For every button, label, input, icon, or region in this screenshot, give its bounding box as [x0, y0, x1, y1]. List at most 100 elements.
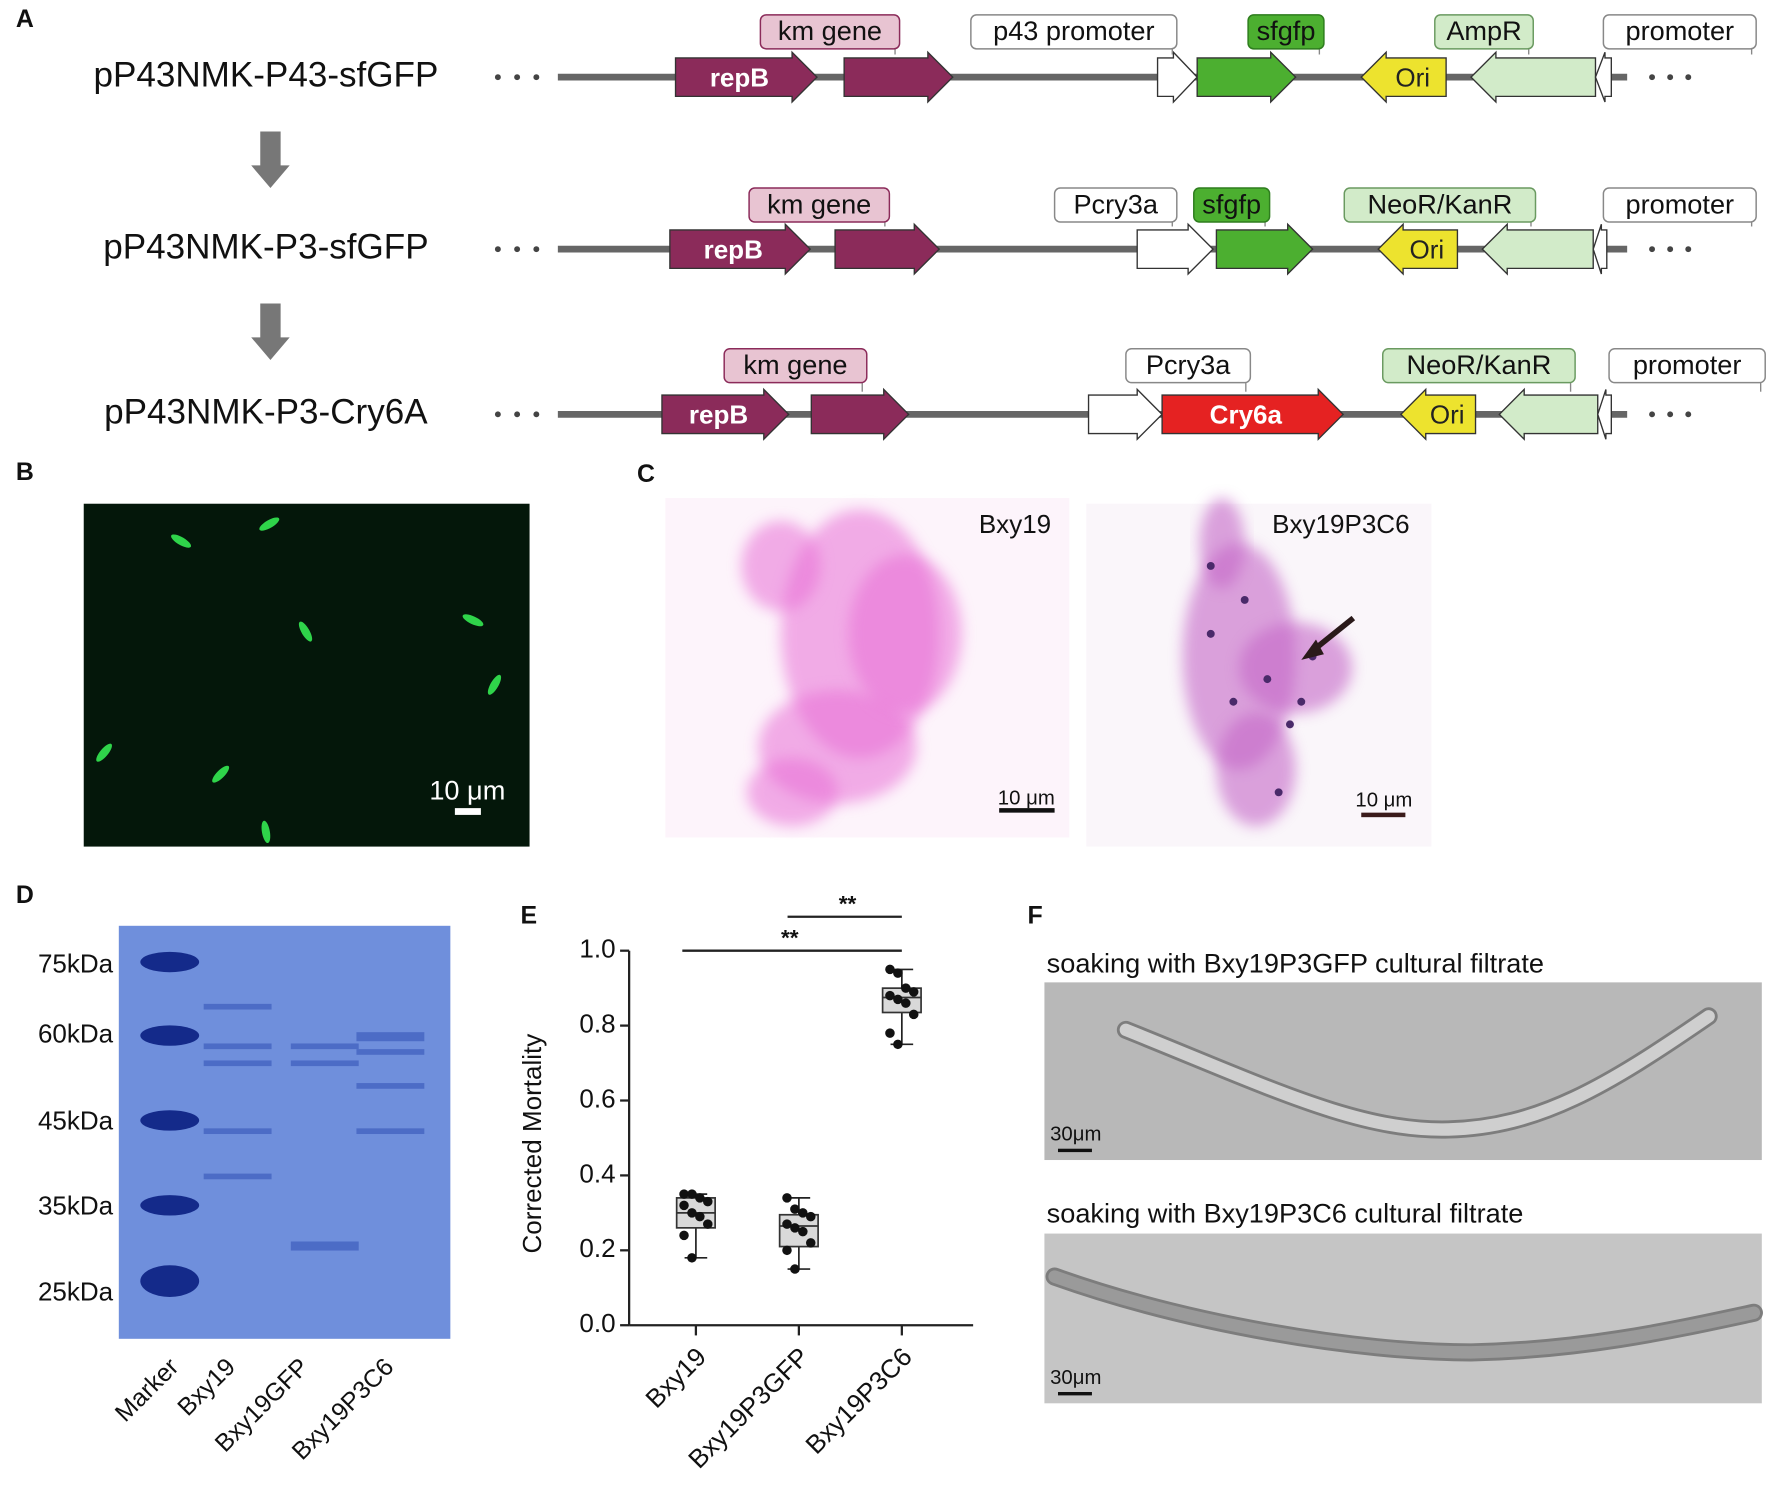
- ellipsis-dot: [1649, 74, 1655, 81]
- feature-label: km gene: [778, 15, 882, 46]
- arrow-label: Ori: [1430, 399, 1465, 429]
- data-point: [695, 1211, 705, 1222]
- ellipsis-dot: [494, 74, 501, 81]
- crystal: [1286, 720, 1294, 729]
- sample-band: [203, 1003, 272, 1010]
- feature-label: Pcry3a: [1146, 349, 1231, 380]
- data-point: [703, 1196, 713, 1207]
- gene-arrow: [1470, 50, 1597, 104]
- data-point: [687, 1253, 697, 1263]
- marker-band: [140, 1265, 200, 1297]
- panel-label: F: [1027, 901, 1042, 929]
- gene-arrow: [669, 222, 812, 276]
- label-box: [1053, 187, 1178, 223]
- down-arrow: [251, 303, 290, 361]
- data-point: [893, 1039, 903, 1050]
- ellipsis-dot: [533, 74, 540, 81]
- gene-arrow: [1360, 50, 1447, 104]
- data-point: [687, 1189, 697, 1199]
- cell: [298, 621, 313, 642]
- stain-blob: [1216, 713, 1296, 827]
- gene-arrow: [1498, 387, 1599, 441]
- fluorescence-image: [83, 503, 530, 847]
- feature-label: NeoR/KanR: [1407, 349, 1552, 380]
- construct-name: pP43NMK-P3-Cry6A: [104, 393, 428, 432]
- data-point: [798, 1208, 808, 1218]
- worm-body: [1048, 1270, 1761, 1359]
- feature-label: Pcry3a: [1073, 188, 1158, 219]
- feature-label: AmpR: [1446, 15, 1521, 46]
- cell: [261, 820, 271, 844]
- marker-band: [140, 1025, 200, 1046]
- marker-band: [140, 1110, 200, 1131]
- gene-arrow: [1215, 222, 1314, 276]
- feature-label: sfgfp: [1257, 15, 1316, 46]
- ellipsis-dot: [494, 246, 501, 253]
- label-box: [1247, 14, 1325, 50]
- gene-arrow: [1161, 387, 1345, 441]
- y-tick-label: 0.0: [579, 1308, 615, 1338]
- image-label: Bxy19P3C6: [1272, 509, 1409, 539]
- ellipsis-dot: [514, 411, 521, 418]
- data-point: [885, 990, 895, 1001]
- gene-arrow: [1399, 387, 1477, 441]
- arrow-label: repB: [710, 62, 769, 92]
- sample-band: [203, 1173, 272, 1180]
- gene-arrow: [1136, 222, 1214, 276]
- feature-label: km gene: [767, 188, 871, 219]
- label-box: [970, 14, 1178, 50]
- sample-band: [356, 1032, 425, 1042]
- caption: soaking with Bxy19P3C6 cultural filtrate: [1047, 1198, 1524, 1229]
- ellipsis-dot: [1685, 246, 1692, 253]
- label-box: [1602, 187, 1757, 223]
- marker-label: 25kDa: [38, 1276, 114, 1306]
- marker-label: 35kDa: [38, 1190, 114, 1220]
- data-point: [679, 1230, 689, 1241]
- arrow-label: repB: [689, 399, 748, 429]
- data-point: [805, 1211, 816, 1222]
- arrow-label: Ori: [1410, 234, 1445, 264]
- feature-label: promoter: [1625, 188, 1734, 219]
- label-box: [1608, 347, 1766, 384]
- x-tick-label: Bxy19P3C6: [799, 1341, 917, 1459]
- data-point: [893, 968, 903, 978]
- pointer-arrow: [1310, 615, 1356, 654]
- feature-label: sfgfp: [1202, 188, 1261, 219]
- label-box: [1382, 347, 1576, 384]
- scale-bar-label: 30μm: [1050, 1367, 1101, 1389]
- stain-blob: [741, 520, 821, 612]
- crystal: [1206, 562, 1215, 570]
- gene-arrow: [1377, 222, 1459, 276]
- crystal: [1297, 697, 1306, 706]
- cell: [487, 674, 502, 695]
- data-point: [679, 1200, 689, 1211]
- label-box: [748, 187, 891, 223]
- feature-label: p43 promoter: [993, 15, 1154, 46]
- data-point: [908, 987, 919, 997]
- gene-arrow: [1196, 50, 1297, 104]
- sample-band: [203, 1060, 272, 1067]
- feature-label: promoter: [1633, 349, 1742, 380]
- marker-band: [140, 951, 200, 973]
- marker-band: [140, 1195, 200, 1216]
- cell: [212, 765, 230, 783]
- crystal: [1263, 675, 1272, 684]
- scale-bar: [1057, 1148, 1092, 1153]
- data-point: [679, 1189, 689, 1199]
- ellipsis-dot: [533, 246, 540, 253]
- data-point: [782, 1245, 792, 1256]
- gene-arrow: [1481, 222, 1594, 276]
- data-point: [782, 1219, 792, 1229]
- scale-bar: [999, 808, 1055, 813]
- marker-label: 60kDa: [38, 1018, 114, 1048]
- stain-blob: [746, 758, 838, 827]
- data-point: [908, 1009, 919, 1020]
- label-box: [1434, 14, 1534, 50]
- feature-label: km gene: [743, 349, 847, 380]
- crystal: [1229, 697, 1238, 706]
- sample-band: [290, 1043, 359, 1050]
- scale-bar-label: 10 μm: [1355, 790, 1412, 812]
- ellipsis-dot: [514, 74, 521, 81]
